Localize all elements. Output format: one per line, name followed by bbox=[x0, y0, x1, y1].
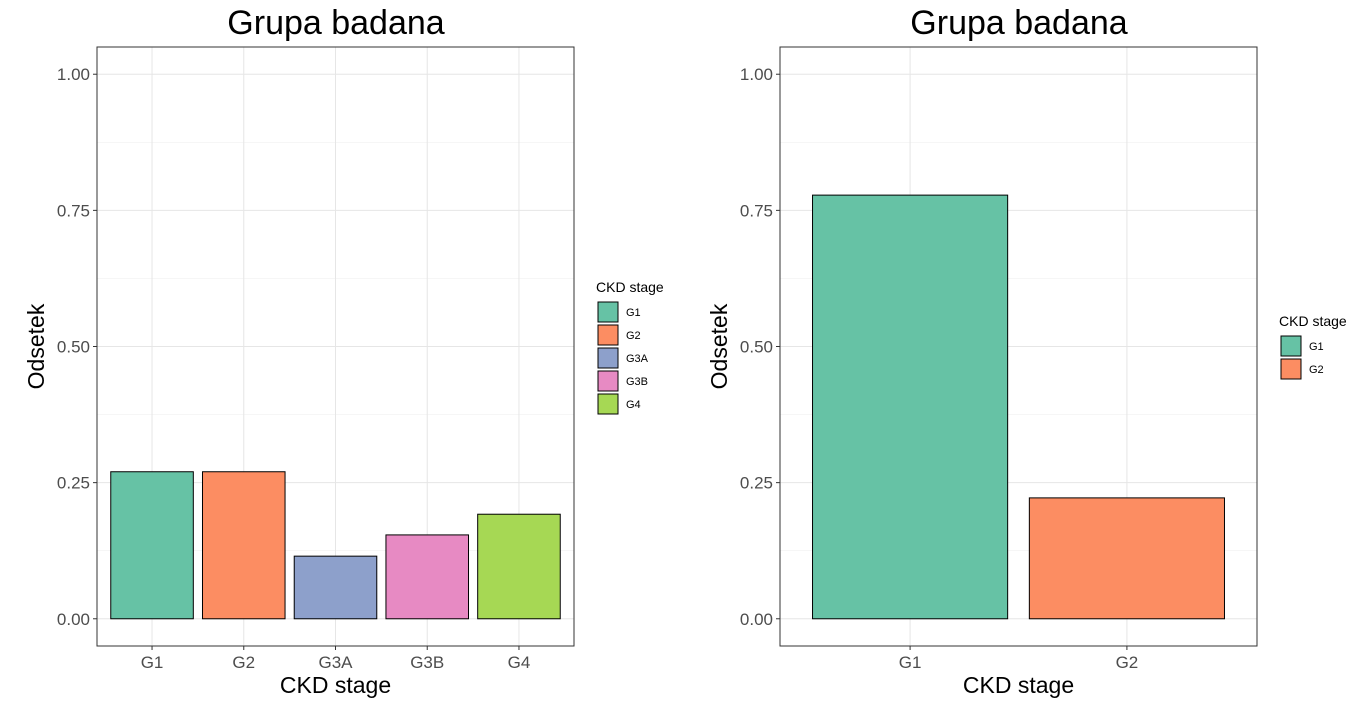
y-tick-label: 0.25 bbox=[740, 474, 773, 493]
y-tick-label: 0.00 bbox=[740, 610, 773, 629]
bar-g3a bbox=[293, 555, 378, 620]
x-axis-label: CKD stage bbox=[963, 672, 1074, 698]
bar-g4 bbox=[477, 513, 561, 620]
y-tick-label: 0.75 bbox=[57, 201, 90, 220]
bar-g2 bbox=[1028, 497, 1225, 620]
chart-panel-2: 0.00 0.25 0.50 0.75 1.00 G1 G2 Grupa badana CKD … bbox=[706, 4, 1347, 698]
chart-title: Grupa badana bbox=[227, 4, 444, 42]
x-tick-label: G1 bbox=[899, 653, 922, 672]
legend-key-g1 bbox=[597, 301, 619, 323]
legend-key-g2 bbox=[597, 324, 619, 346]
x-tick-label: G3A bbox=[318, 653, 353, 672]
x-tick-label: G2 bbox=[232, 653, 255, 672]
bar-g1 bbox=[812, 194, 1009, 620]
y-tick-label: 0.50 bbox=[740, 338, 773, 357]
x-tick-label: G3B bbox=[410, 653, 444, 672]
y-tick-label: 0.00 bbox=[57, 610, 90, 629]
legend: CKD stage G1 G2 G3A G3B G4 bbox=[596, 279, 664, 415]
chart-title: Grupa badana bbox=[910, 4, 1127, 42]
legend-key-g1 bbox=[1280, 335, 1302, 357]
y-tick-label: 1.00 bbox=[57, 65, 90, 84]
y-tick-label: 1.00 bbox=[740, 65, 773, 84]
y-tick-label: 0.50 bbox=[57, 338, 90, 357]
bar-g3b bbox=[385, 534, 470, 620]
legend-label: G3B bbox=[626, 376, 648, 388]
x-tick-label: G2 bbox=[1116, 653, 1139, 672]
legend-title: CKD stage bbox=[1279, 313, 1347, 329]
legend-key-g4 bbox=[597, 393, 619, 415]
chart-panel-1: 0.00 0.25 0.50 0.75 1.00 G1 G2 G3A G3B G4 Grupa ba… bbox=[23, 4, 664, 698]
legend-label: G1 bbox=[626, 307, 641, 319]
legend-label: G2 bbox=[626, 330, 641, 342]
y-axis-label: Odsetek bbox=[706, 303, 732, 389]
legend: CKD stage G1 G2 bbox=[1279, 313, 1347, 380]
legend-key-g3b bbox=[597, 370, 619, 392]
bar-g2 bbox=[201, 471, 286, 620]
legend-label: G4 bbox=[626, 399, 641, 411]
x-axis-label: CKD stage bbox=[280, 672, 391, 698]
legend-key-g2 bbox=[1280, 358, 1302, 380]
x-tick-label: G1 bbox=[141, 653, 164, 672]
legend-label: G1 bbox=[1309, 341, 1324, 353]
legend-label: G2 bbox=[1309, 364, 1324, 376]
bar-g1 bbox=[110, 471, 194, 620]
y-tick-label: 0.75 bbox=[740, 201, 773, 220]
legend-key-g3a bbox=[597, 347, 619, 369]
legend-title: CKD stage bbox=[596, 279, 664, 295]
y-axis-label: Odsetek bbox=[23, 303, 49, 389]
y-tick-label: 0.25 bbox=[57, 474, 90, 493]
x-tick-label: G4 bbox=[508, 653, 531, 672]
legend-label: G3A bbox=[626, 353, 649, 365]
